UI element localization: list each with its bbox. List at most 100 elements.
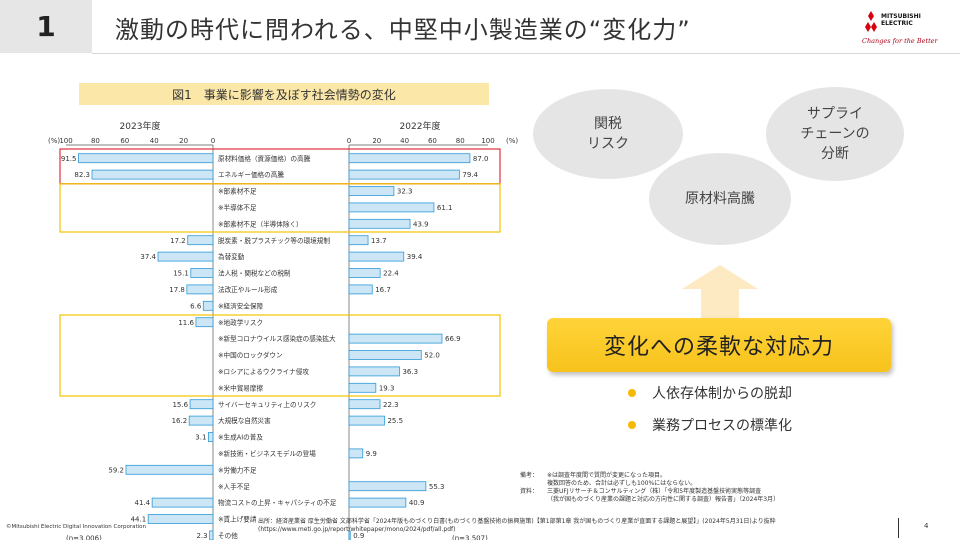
data-label-2023: 15.1	[173, 270, 189, 278]
category-label: ※中国のロックダウン	[218, 351, 283, 360]
data-label-2023: 37.4	[140, 253, 156, 261]
bar-2023	[151, 497, 214, 508]
data-label-2022: 39.4	[407, 253, 423, 261]
left-tick-label: 20	[179, 137, 188, 145]
right-unit-label: (%)	[506, 137, 518, 145]
bubble-raw-materials: 原材料高騰	[649, 153, 791, 245]
bar-2023	[209, 530, 214, 540]
category-label: ※経済安全保障	[218, 301, 263, 310]
bar-2022	[348, 382, 377, 393]
category-label: 法人税・関税などの税制	[218, 269, 291, 278]
bubble-supply-chain: サプライ チェーンの 分断	[766, 87, 904, 181]
data-label-2023: 11.6	[178, 319, 194, 327]
logo-wordmark: MITSUBISHI ELECTRIC	[881, 13, 921, 27]
right-sample-size: (n=3,507)	[452, 535, 488, 540]
data-label-2023: 41.4	[135, 499, 151, 507]
data-label-2022: 43.9	[413, 220, 429, 228]
category-label: エネルギー価格の高騰	[218, 170, 284, 179]
left-tick-label: 40	[150, 137, 159, 145]
bar-2022	[348, 251, 405, 262]
bar-2022	[348, 497, 407, 508]
bar-2023	[190, 268, 214, 278]
category-label: 大規模な自然災害	[218, 416, 271, 425]
left-tick-label: 0	[211, 137, 215, 145]
category-label: その他	[218, 531, 238, 540]
category-label: 原材料価格（資源価格）の高騰	[218, 154, 311, 163]
right-tick-label: 0	[347, 137, 351, 145]
bar-2022	[348, 415, 385, 426]
category-label: ※賃上げ要請	[218, 515, 257, 524]
category-label: ※米中貿易摩擦	[218, 383, 263, 392]
data-label-2022: 40.9	[409, 499, 425, 507]
right-tick-label: 60	[428, 137, 437, 145]
bar-2023	[208, 432, 214, 442]
bullet-list: 人依存体制からの脱却 業務プロセスの標準化	[628, 383, 792, 447]
data-label-2022: 9.9	[366, 450, 377, 458]
data-label-2023: 3.1	[195, 434, 206, 442]
data-label-2022: 52.0	[424, 352, 440, 360]
logo-tagline: Changes for the Better	[862, 37, 938, 45]
bar-2022	[348, 366, 400, 377]
bar-2022	[348, 448, 364, 459]
right-panel-title: 2022年度	[400, 120, 441, 132]
bullet-dot-icon	[628, 421, 636, 429]
data-label-2022: 66.9	[445, 335, 461, 343]
header-divider	[92, 53, 960, 54]
data-label-2022: 0.9	[353, 532, 364, 540]
data-label-2023: 17.2	[170, 237, 186, 245]
list-item: 人依存体制からの脱却	[628, 383, 792, 403]
slide-title: 激動の時代に問われる、中堅中小製造業の“変化力”	[115, 16, 691, 44]
data-label-2023: 16.2	[172, 417, 188, 425]
highlight-geopolitics	[59, 314, 501, 397]
figure-caption: 図1 事業に影響を及ぼす社会情勢の変化	[79, 83, 489, 105]
data-label-2022: 13.7	[371, 237, 387, 245]
list-item: 業務プロセスの標準化	[628, 415, 792, 435]
bar-2022	[348, 333, 443, 344]
category-label: ※ロシアによるウクライナ侵攻	[218, 367, 309, 376]
right-tick-label: 40	[400, 137, 409, 145]
bar-2022	[348, 186, 395, 196]
data-label-2023: 44.1	[131, 516, 147, 524]
data-label-2023: 6.6	[190, 302, 202, 310]
flexibility-banner: 変化への柔軟な対応力	[547, 318, 891, 372]
bar-2023	[91, 169, 214, 180]
bar-2023	[186, 284, 214, 295]
bar-2022	[348, 218, 411, 229]
data-label-2022: 25.5	[387, 417, 403, 425]
data-label-2022: 19.3	[379, 384, 395, 392]
footer-divider	[898, 518, 899, 538]
bar-2023	[78, 153, 214, 164]
bar-2022	[348, 399, 381, 410]
bar-2022	[348, 169, 460, 180]
bar-2022	[348, 153, 471, 164]
bar-2022	[348, 202, 435, 213]
category-label: ※新技術・ビジネスモデルの登場	[218, 449, 316, 458]
page-number: 4	[924, 522, 929, 530]
bar-2023	[202, 300, 214, 311]
butterfly-bar-chart: 2023年度 2022年度(%) 100 80 60 40 20 0 0 20 40 60 80 100(…	[48, 120, 518, 540]
category-label: ※労働力不足	[218, 465, 257, 474]
source-citation: 出所：経済産業省 厚生労働省 文部科学省「2024年版ものづくり白書(ものづくり…	[258, 518, 776, 533]
bar-2023	[147, 514, 214, 524]
category-label: サイバーセキュリティ上のリスク	[218, 400, 316, 409]
bubble-tariff-risk: 関税 リスク	[533, 89, 683, 179]
data-label-2022: 22.4	[383, 270, 399, 278]
data-label-2023: 91.5	[61, 155, 77, 163]
left-unit-label: (%)	[48, 137, 60, 145]
category-label: 為替変動	[218, 252, 245, 261]
category-label: ※新型コロナウイルス感染症の感染拡大	[218, 334, 336, 343]
category-label: 法改正やルール形成	[218, 285, 278, 294]
left-sample-size: (n=3,006)	[66, 535, 102, 540]
slide-number: 1	[0, 0, 92, 53]
data-label-2022: 55.3	[429, 483, 445, 491]
copyright-text: ©Mitsubishi Electric Digital Innovation …	[6, 524, 147, 530]
category-label: 脱炭素・脱プラスチック等の環境規制	[218, 236, 330, 245]
bar-2022	[348, 268, 381, 278]
right-tick-label: 80	[456, 137, 465, 145]
category-label: ※地政学リスク	[218, 318, 263, 327]
data-label-2022: 87.0	[473, 155, 489, 163]
data-label-2023: 82.3	[74, 171, 90, 179]
bar-2023	[188, 415, 214, 426]
data-label-2022: 22.3	[383, 401, 399, 409]
bar-2023	[195, 317, 214, 328]
